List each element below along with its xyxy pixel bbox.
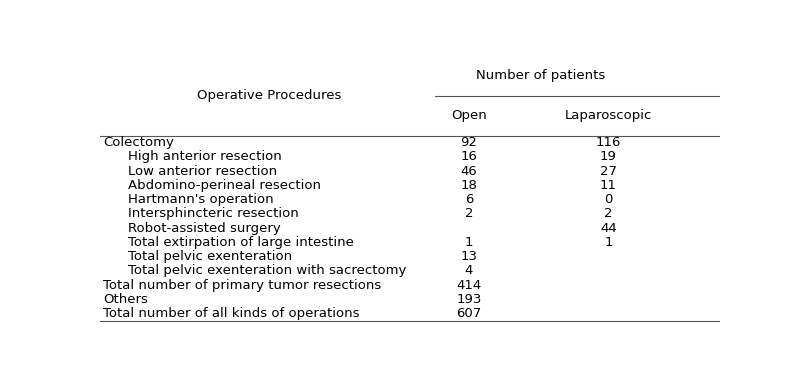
Text: Abdomino-perineal resection: Abdomino-perineal resection — [128, 179, 321, 192]
Text: 13: 13 — [461, 250, 478, 263]
Text: Total pelvic exenteration: Total pelvic exenteration — [128, 250, 292, 263]
Text: 11: 11 — [600, 179, 617, 192]
Text: Robot-assisted surgery: Robot-assisted surgery — [128, 222, 281, 235]
Text: 6: 6 — [465, 193, 473, 206]
Text: 2: 2 — [604, 208, 613, 221]
Text: 16: 16 — [461, 151, 478, 164]
Text: 27: 27 — [600, 165, 617, 178]
Text: Colectomy: Colectomy — [103, 136, 174, 149]
Text: 0: 0 — [604, 193, 613, 206]
Text: 19: 19 — [600, 151, 617, 164]
Text: 607: 607 — [456, 307, 482, 320]
Text: High anterior resection: High anterior resection — [128, 151, 282, 164]
Text: Total pelvic exenteration with sacrectomy: Total pelvic exenteration with sacrectom… — [128, 265, 406, 278]
Text: Total extirpation of large intestine: Total extirpation of large intestine — [128, 236, 354, 249]
Text: 44: 44 — [600, 222, 617, 235]
Text: Hartmann's operation: Hartmann's operation — [128, 193, 274, 206]
Text: Low anterior resection: Low anterior resection — [128, 165, 277, 178]
Text: 4: 4 — [465, 265, 473, 278]
Text: Total number of primary tumor resections: Total number of primary tumor resections — [103, 279, 382, 292]
Text: 46: 46 — [461, 165, 478, 178]
Text: Intersphincteric resection: Intersphincteric resection — [128, 208, 298, 221]
Text: 1: 1 — [604, 236, 613, 249]
Text: 92: 92 — [461, 136, 478, 149]
Text: Operative Procedures: Operative Procedures — [197, 89, 341, 102]
Text: Number of patients: Number of patients — [475, 69, 605, 82]
Text: 2: 2 — [465, 208, 473, 221]
Text: 1: 1 — [465, 236, 473, 249]
Text: 414: 414 — [456, 279, 482, 292]
Text: Open: Open — [451, 109, 486, 122]
Text: 116: 116 — [596, 136, 621, 149]
Text: Total number of all kinds of operations: Total number of all kinds of operations — [103, 307, 360, 320]
Text: Laparoscopic: Laparoscopic — [565, 109, 652, 122]
Text: 193: 193 — [456, 293, 482, 306]
Text: 18: 18 — [461, 179, 478, 192]
Text: Others: Others — [103, 293, 148, 306]
